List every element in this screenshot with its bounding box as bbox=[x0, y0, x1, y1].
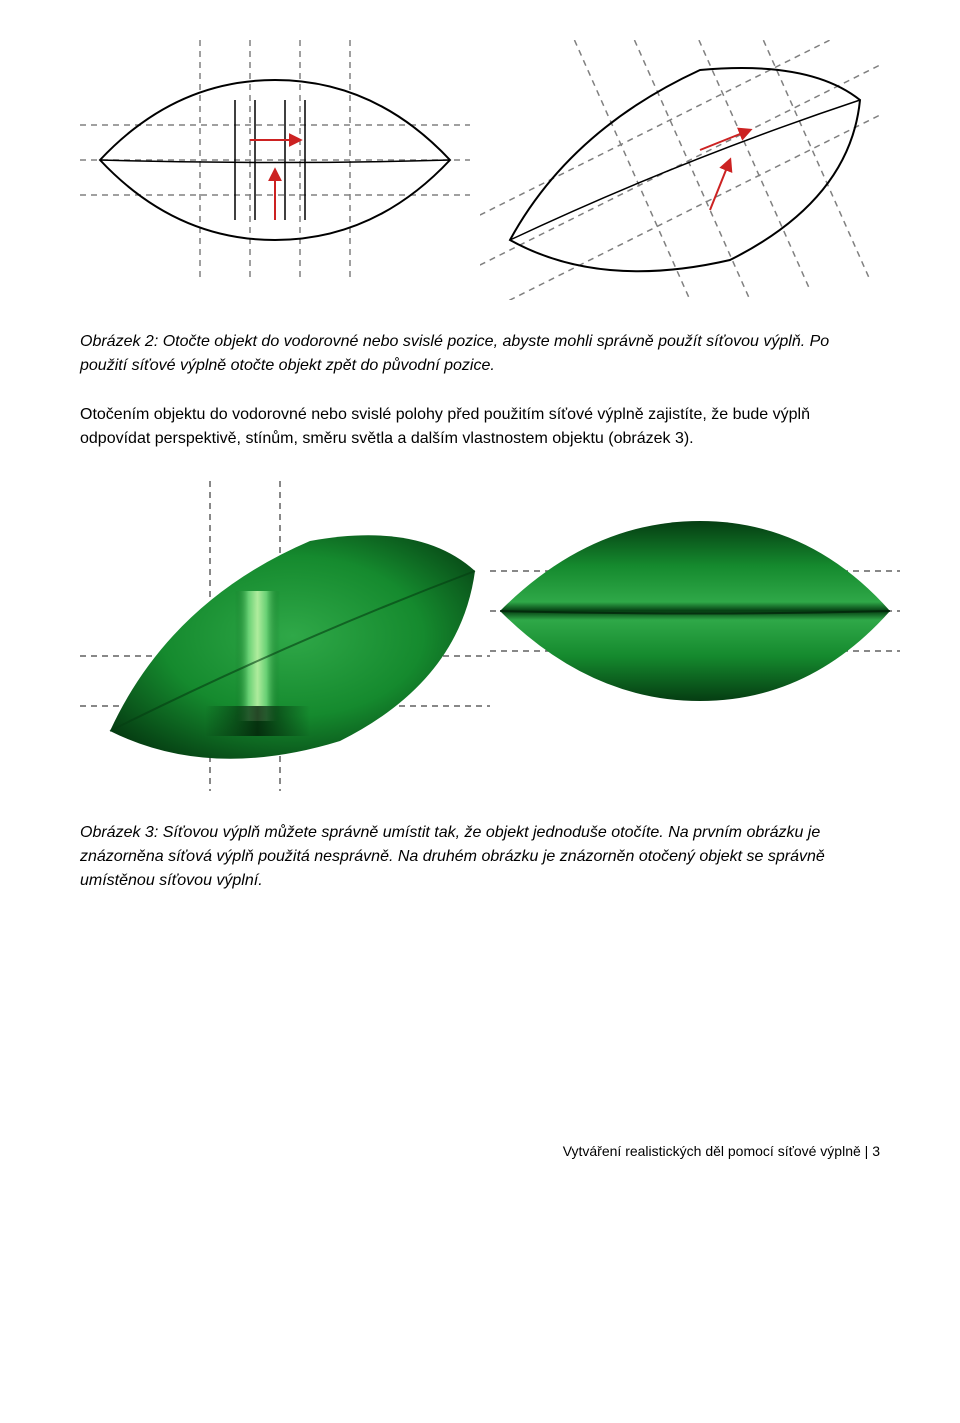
page-footer: Vytváření realistických děl pomocí síťov… bbox=[80, 1143, 880, 1159]
figure-2-right bbox=[490, 481, 900, 791]
figure-1-left bbox=[80, 40, 480, 300]
figure-2-caption: Obrázek 3: Síťovou výplň můžete správně … bbox=[80, 821, 880, 893]
figure-2 bbox=[80, 481, 880, 791]
body-paragraph-1: Otočením objektu do vodorovné nebo svisl… bbox=[80, 403, 880, 451]
figure-2-left bbox=[80, 481, 490, 791]
footer-title: Vytváření realistických děl pomocí síťov… bbox=[563, 1143, 861, 1159]
footer-page: 3 bbox=[872, 1143, 880, 1159]
wireframe-leaf-rotated bbox=[480, 40, 880, 300]
figure-1-caption: Obrázek 2: Otočte objekt do vodorovné ne… bbox=[80, 330, 880, 378]
green-leaf-incorrect bbox=[80, 481, 490, 791]
green-leaf-correct bbox=[490, 481, 900, 741]
figure-1 bbox=[80, 40, 880, 300]
wireframe-leaf-horizontal bbox=[80, 40, 470, 280]
figure-1-right bbox=[480, 40, 880, 300]
footer-sep: | bbox=[861, 1143, 872, 1159]
